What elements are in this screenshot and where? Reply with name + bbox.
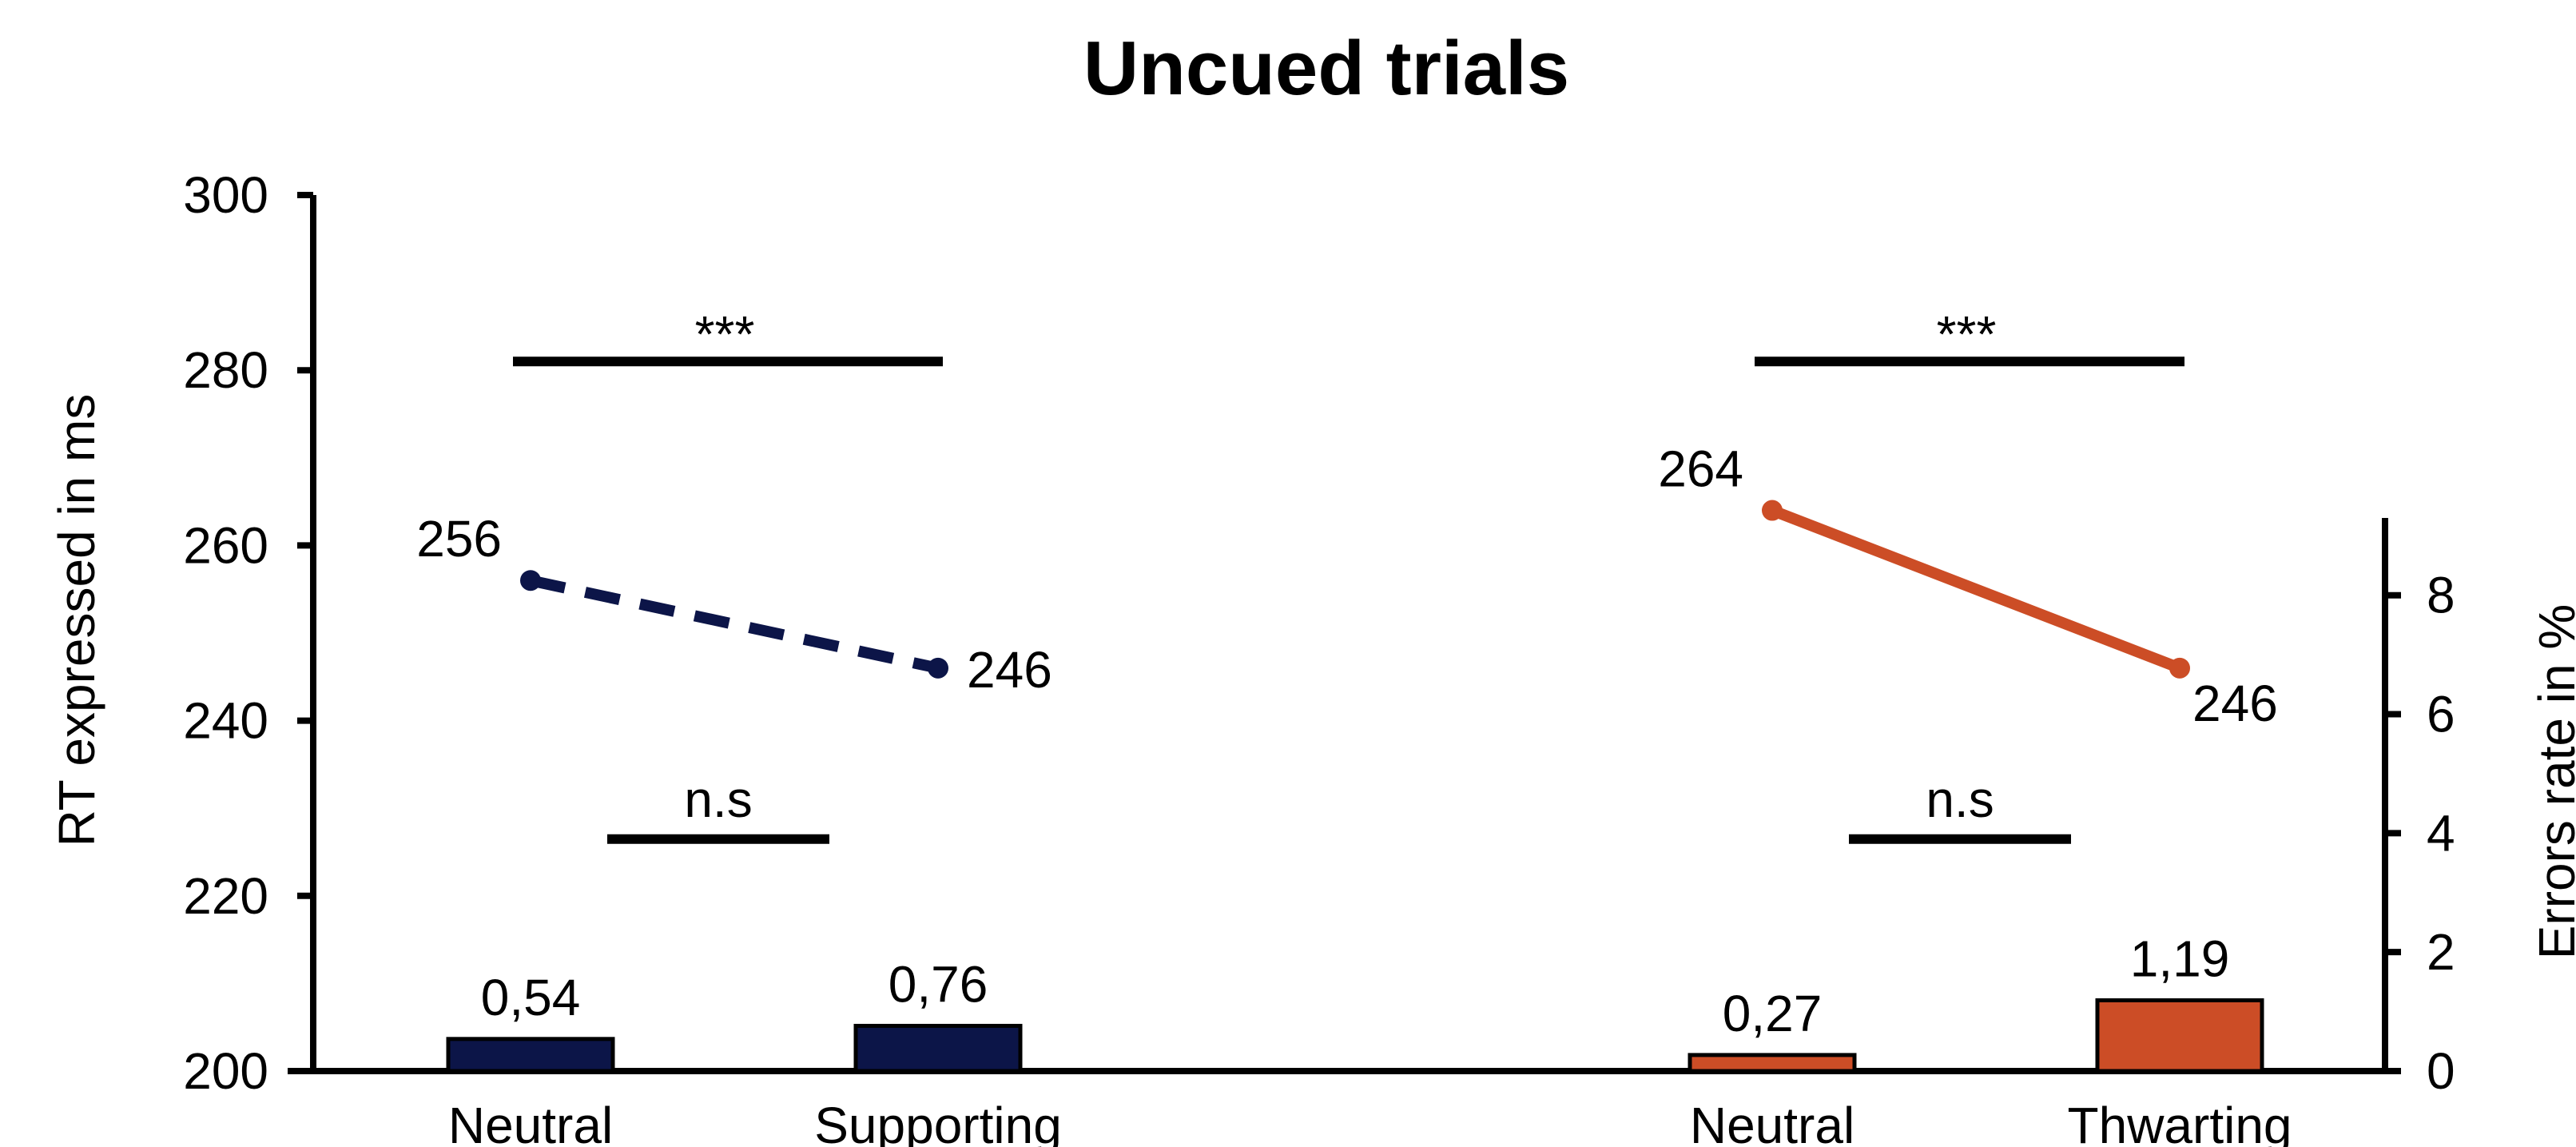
rt-line	[529, 575, 940, 674]
rt-significance-label: ***	[1937, 305, 1997, 363]
error-bar-label: 1,19	[2130, 930, 2230, 987]
y-right-tick-label: 0	[2427, 1042, 2455, 1100]
error-bar	[446, 1037, 615, 1073]
error-significance-label: n.s	[684, 771, 752, 828]
rt-label: 264	[1658, 440, 1743, 498]
rt-significance-label: ***	[695, 305, 755, 363]
x-tick-label: Thwarting	[2068, 1097, 2292, 1147]
y-right-tick-label: 2	[2427, 923, 2455, 981]
error-bar	[1688, 1053, 1857, 1073]
y-right-tick-label: 6	[2427, 686, 2455, 743]
y-axis-left-label: RT expressed in ms	[48, 394, 105, 847]
rt-label: 256	[416, 510, 502, 568]
error-bar-label: 0,27	[1723, 985, 1823, 1042]
rt-point	[928, 657, 948, 679]
rt-label: 246	[967, 641, 1052, 699]
y-axis-right-label: Errors rate in %	[2528, 604, 2576, 960]
rt-line	[1770, 505, 2182, 674]
error-bar	[2095, 998, 2264, 1073]
x-tick-label: Supporting	[814, 1097, 1062, 1147]
y-right-tick-label: 8	[2427, 567, 2455, 624]
chart-title: Uncued trials	[1083, 26, 1569, 111]
rt-point	[2169, 657, 2190, 679]
rt-label: 246	[2192, 675, 2278, 732]
y-left-tick-label: 240	[183, 692, 268, 750]
y-left-tick-label: 220	[183, 867, 268, 925]
error-significance-label: n.s	[1926, 771, 1994, 828]
x-tick-label: Neutral	[448, 1097, 613, 1147]
error-bar-label: 0,54	[481, 969, 581, 1026]
error-bar-label: 0,76	[888, 955, 988, 1013]
y-left-tick-label: 200	[183, 1042, 268, 1100]
rt-point	[520, 570, 541, 591]
y-left-tick-label: 300	[183, 166, 268, 224]
y-right-tick-label: 4	[2427, 804, 2455, 862]
error-bar	[853, 1023, 1023, 1073]
y-left-tick-label: 260	[183, 516, 268, 574]
x-tick-label: Neutral	[1690, 1097, 1854, 1147]
y-left-tick-label: 280	[183, 341, 268, 399]
rt-point	[1762, 500, 1783, 521]
